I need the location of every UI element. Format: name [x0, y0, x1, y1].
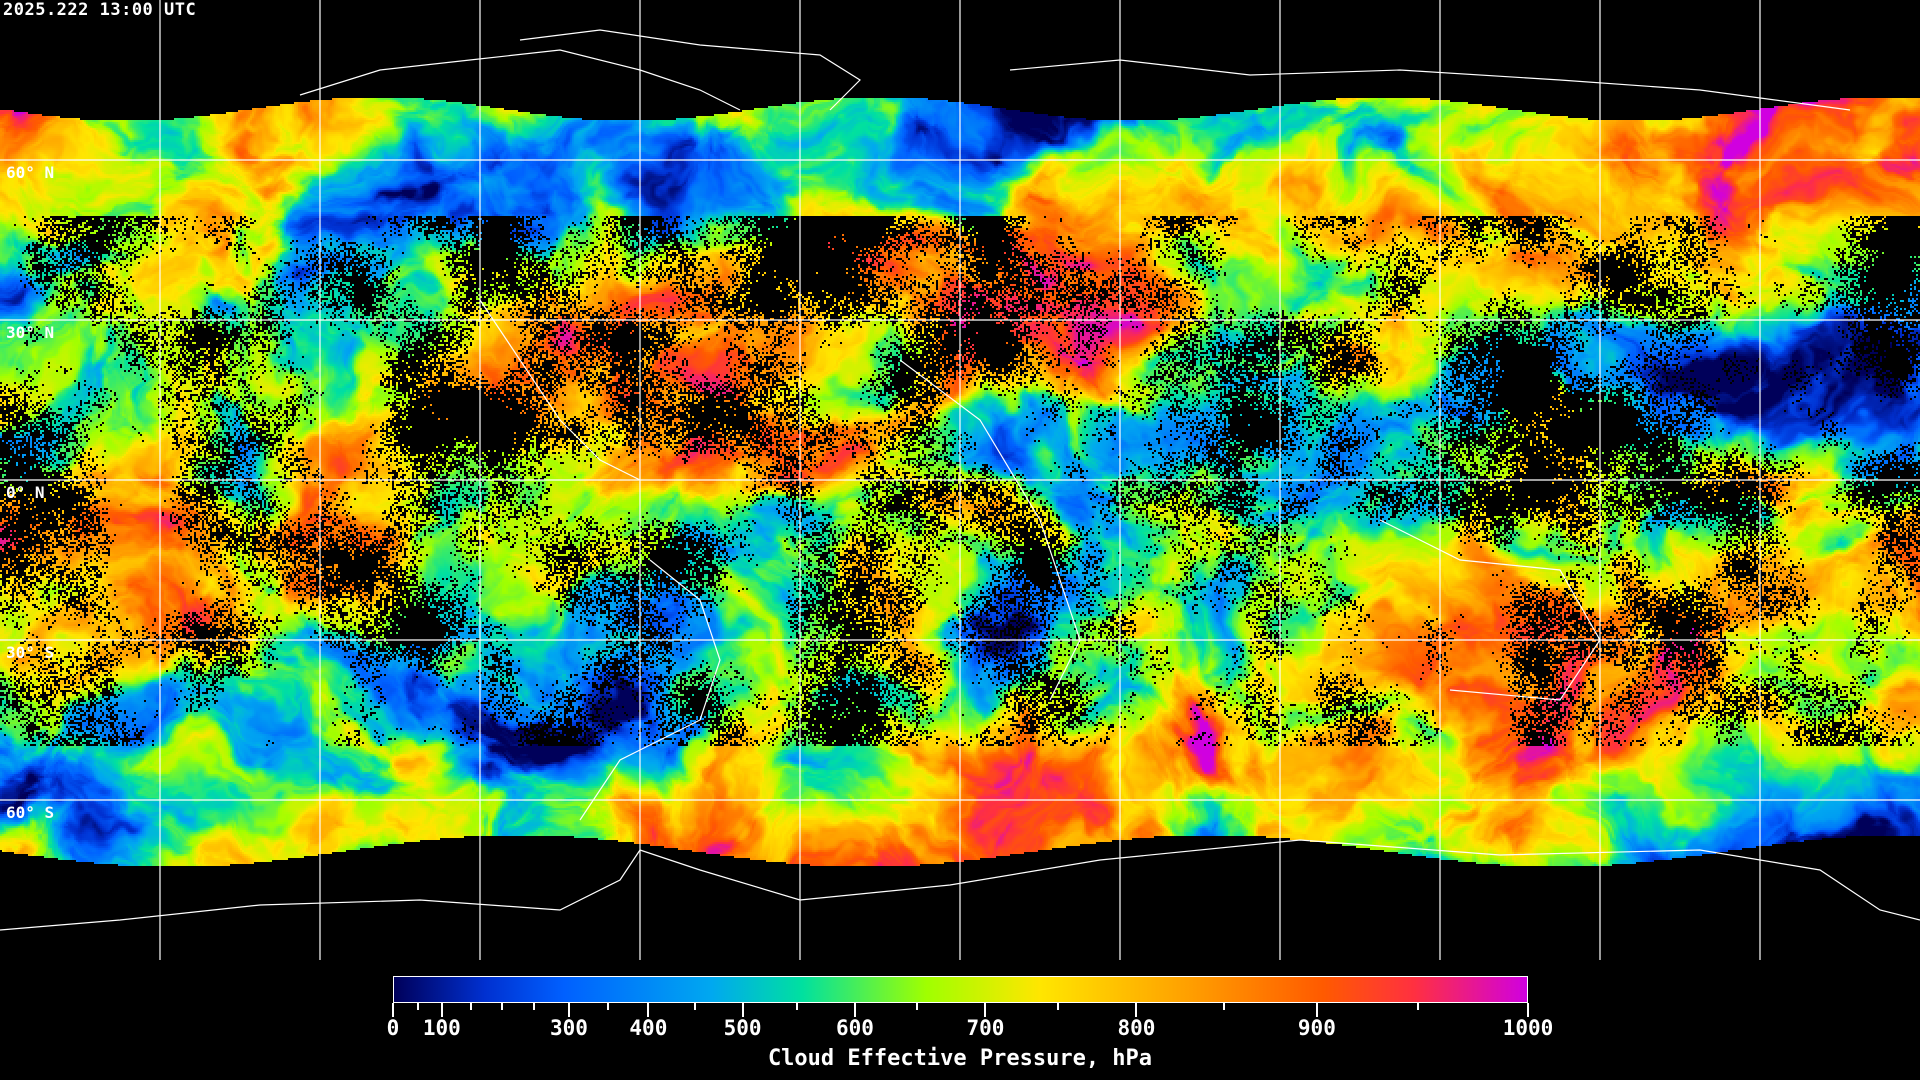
colorbar-tick-label: 300	[549, 1016, 588, 1040]
colorbar-major-tick	[984, 1003, 987, 1017]
colorbar-tick-label: 0	[386, 1016, 400, 1040]
colorbar-tick-label: 400	[629, 1016, 668, 1040]
coastline	[899, 359, 1081, 701]
lat-label-30n: 30° N	[6, 323, 55, 342]
colorbar-major-tick	[440, 1003, 443, 1017]
colorbar-minor-tick	[1222, 1003, 1225, 1010]
colorbar-ticks	[392, 1003, 1529, 1017]
colorbar-major-tick	[741, 1003, 744, 1017]
colorbar-minor-tick	[1416, 1003, 1419, 1010]
satellite-map: 2025.222 13:00 UTC 60° N 30° N 0° N 30° …	[0, 0, 1920, 960]
coastline	[479, 299, 641, 481]
colorbar-major-tick	[647, 1003, 650, 1017]
colorbar-major-tick	[1135, 1003, 1138, 1017]
colorbar-minor-tick	[693, 1003, 696, 1010]
colorbar-tick-label: 1000	[1502, 1016, 1554, 1040]
colorbar-title: Cloud Effective Pressure, hPa	[767, 1046, 1153, 1071]
colorbar-minor-tick	[796, 1003, 799, 1010]
lat-label-60s: 60° S	[6, 803, 55, 822]
colorbar-minor-tick	[916, 1003, 919, 1010]
colorbar-tick-label: 500	[723, 1016, 762, 1040]
colorbar-tick-label: 700	[966, 1016, 1005, 1040]
colorbar-minor-tick	[416, 1003, 419, 1010]
coastline	[0, 839, 1920, 931]
coastline	[299, 49, 741, 111]
colorbar-major-tick	[392, 1003, 394, 1017]
colorbar-tick-label: 100	[422, 1016, 461, 1040]
colorbar-minor-tick	[500, 1003, 503, 1010]
colorbar-minor-tick	[470, 1003, 473, 1010]
coastline	[1379, 519, 1601, 701]
colorbar-minor-tick	[606, 1003, 609, 1010]
lat-label-0n: 0° N	[6, 483, 45, 502]
lat-label-30s: 30° S	[6, 643, 55, 662]
colorbar-major-tick	[567, 1003, 570, 1017]
colorbar-major-tick	[1527, 1003, 1529, 1017]
colorbar	[393, 976, 1528, 1003]
colorbar-major-tick	[1315, 1003, 1318, 1017]
colorbar-tick-label: 800	[1117, 1016, 1156, 1040]
colorbar-minor-tick	[1057, 1003, 1060, 1010]
colorbar-tick-label: 900	[1297, 1016, 1336, 1040]
colorbar-minor-tick	[532, 1003, 535, 1010]
coastline	[519, 29, 861, 111]
lat-label-60n: 60° N	[6, 163, 55, 182]
colorbar-major-tick	[853, 1003, 856, 1017]
timestamp: 2025.222 13:00 UTC	[3, 0, 197, 20]
coastline	[1009, 59, 1851, 111]
coastline	[579, 559, 721, 821]
colorbar-tick-label: 600	[835, 1016, 874, 1040]
graticule	[0, 0, 1920, 960]
